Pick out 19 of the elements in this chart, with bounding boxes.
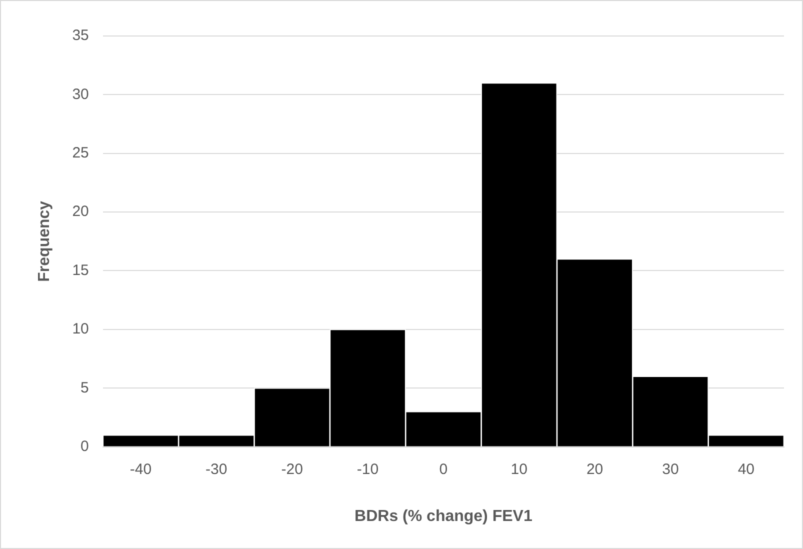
y-tick-label: 30	[72, 86, 89, 103]
y-tick-label: 15	[72, 262, 89, 279]
x-tick-label: -20	[281, 460, 303, 478]
x-tick-label: 40	[738, 460, 755, 478]
y-tick-label: 20	[72, 203, 89, 220]
y-tick-label: 5	[80, 379, 89, 396]
x-tick-label: 30	[662, 460, 679, 478]
x-tick-label: -30	[206, 460, 228, 478]
y-tick-label: 35	[72, 27, 89, 44]
x-axis-title: BDRs (% change) FEV1	[354, 508, 532, 525]
y-axis-title: Frequency	[36, 200, 54, 282]
x-tick-label: -40	[130, 460, 152, 478]
x-tick-label: -10	[356, 460, 379, 478]
x-tick-label: 10	[510, 460, 528, 478]
y-tick-label: 10	[72, 320, 89, 338]
y-tick-label: 25	[72, 144, 89, 162]
y-tick-label: 0	[80, 438, 89, 455]
x-tick-label: 0	[439, 460, 448, 478]
x-tick-label: 20	[586, 460, 604, 478]
